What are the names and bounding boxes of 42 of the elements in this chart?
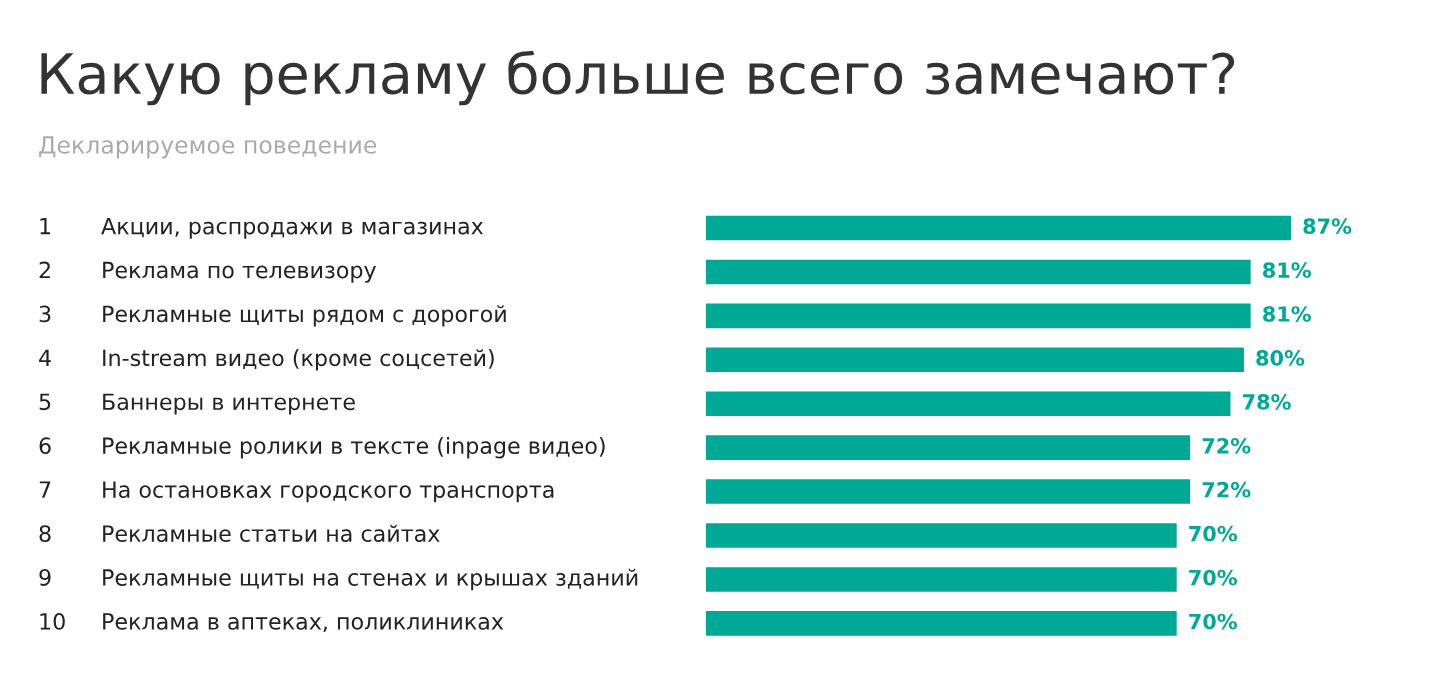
text: 1 [40,217,51,235]
text: 3 [39,305,51,323]
y-tick-label: Баннеры в интернете [103,393,355,415]
y-tick-label: In-stream видео (кроме соцсетей) [103,349,494,371]
bar [706,215,1291,241]
data-label: 78% [1242,394,1291,410]
data-label: 70% [1189,525,1237,542]
bar [706,259,1251,285]
data-label: 80% [1256,350,1305,366]
y-tick-label: Рекламные ролики в тексте (inpage видео) [103,436,605,459]
data-label: 87% [1303,218,1352,235]
data-label: 70% [1189,569,1237,586]
data-label: 70% [1189,613,1237,630]
y-tick-label: Рекламные щиты рядом с дорогой [103,305,506,327]
bar [706,567,1177,592]
chart-title: Какую рекламу больше всего замечают? [41,50,1235,106]
text: 2 [39,261,50,279]
y-tick-label: Рекламные статьи на сайтах [103,524,440,542]
bar [706,435,1191,460]
text: 6 [39,437,51,455]
data-label: 81% [1263,306,1311,322]
data-label: 81% [1263,262,1311,278]
text: 7 [39,481,51,498]
text: 10 [40,612,65,630]
bar [706,391,1231,417]
y-tick-label: На остановках городского транспорта [103,481,554,503]
text: Декларируемое поведение [39,136,377,159]
bar [706,479,1191,504]
bar [706,347,1244,373]
data-label: 72% [1202,437,1251,454]
bar [706,523,1177,548]
y-tick-label: Реклама в аптеках, поликлиниках [103,613,504,633]
text: 9 [39,569,51,586]
text: 4 [39,349,51,366]
y-tick-label: Рекламные щиты на стенах и крышах зданий [103,568,638,591]
text: 8 [39,525,51,542]
y-tick-label: Акции, распродажи в магазинах [101,217,484,239]
data-label: 72% [1202,481,1251,498]
text: 5 [39,393,51,411]
bar [706,611,1177,636]
bar [706,303,1251,329]
y-tick-label: Реклама по телевизору [103,261,376,283]
